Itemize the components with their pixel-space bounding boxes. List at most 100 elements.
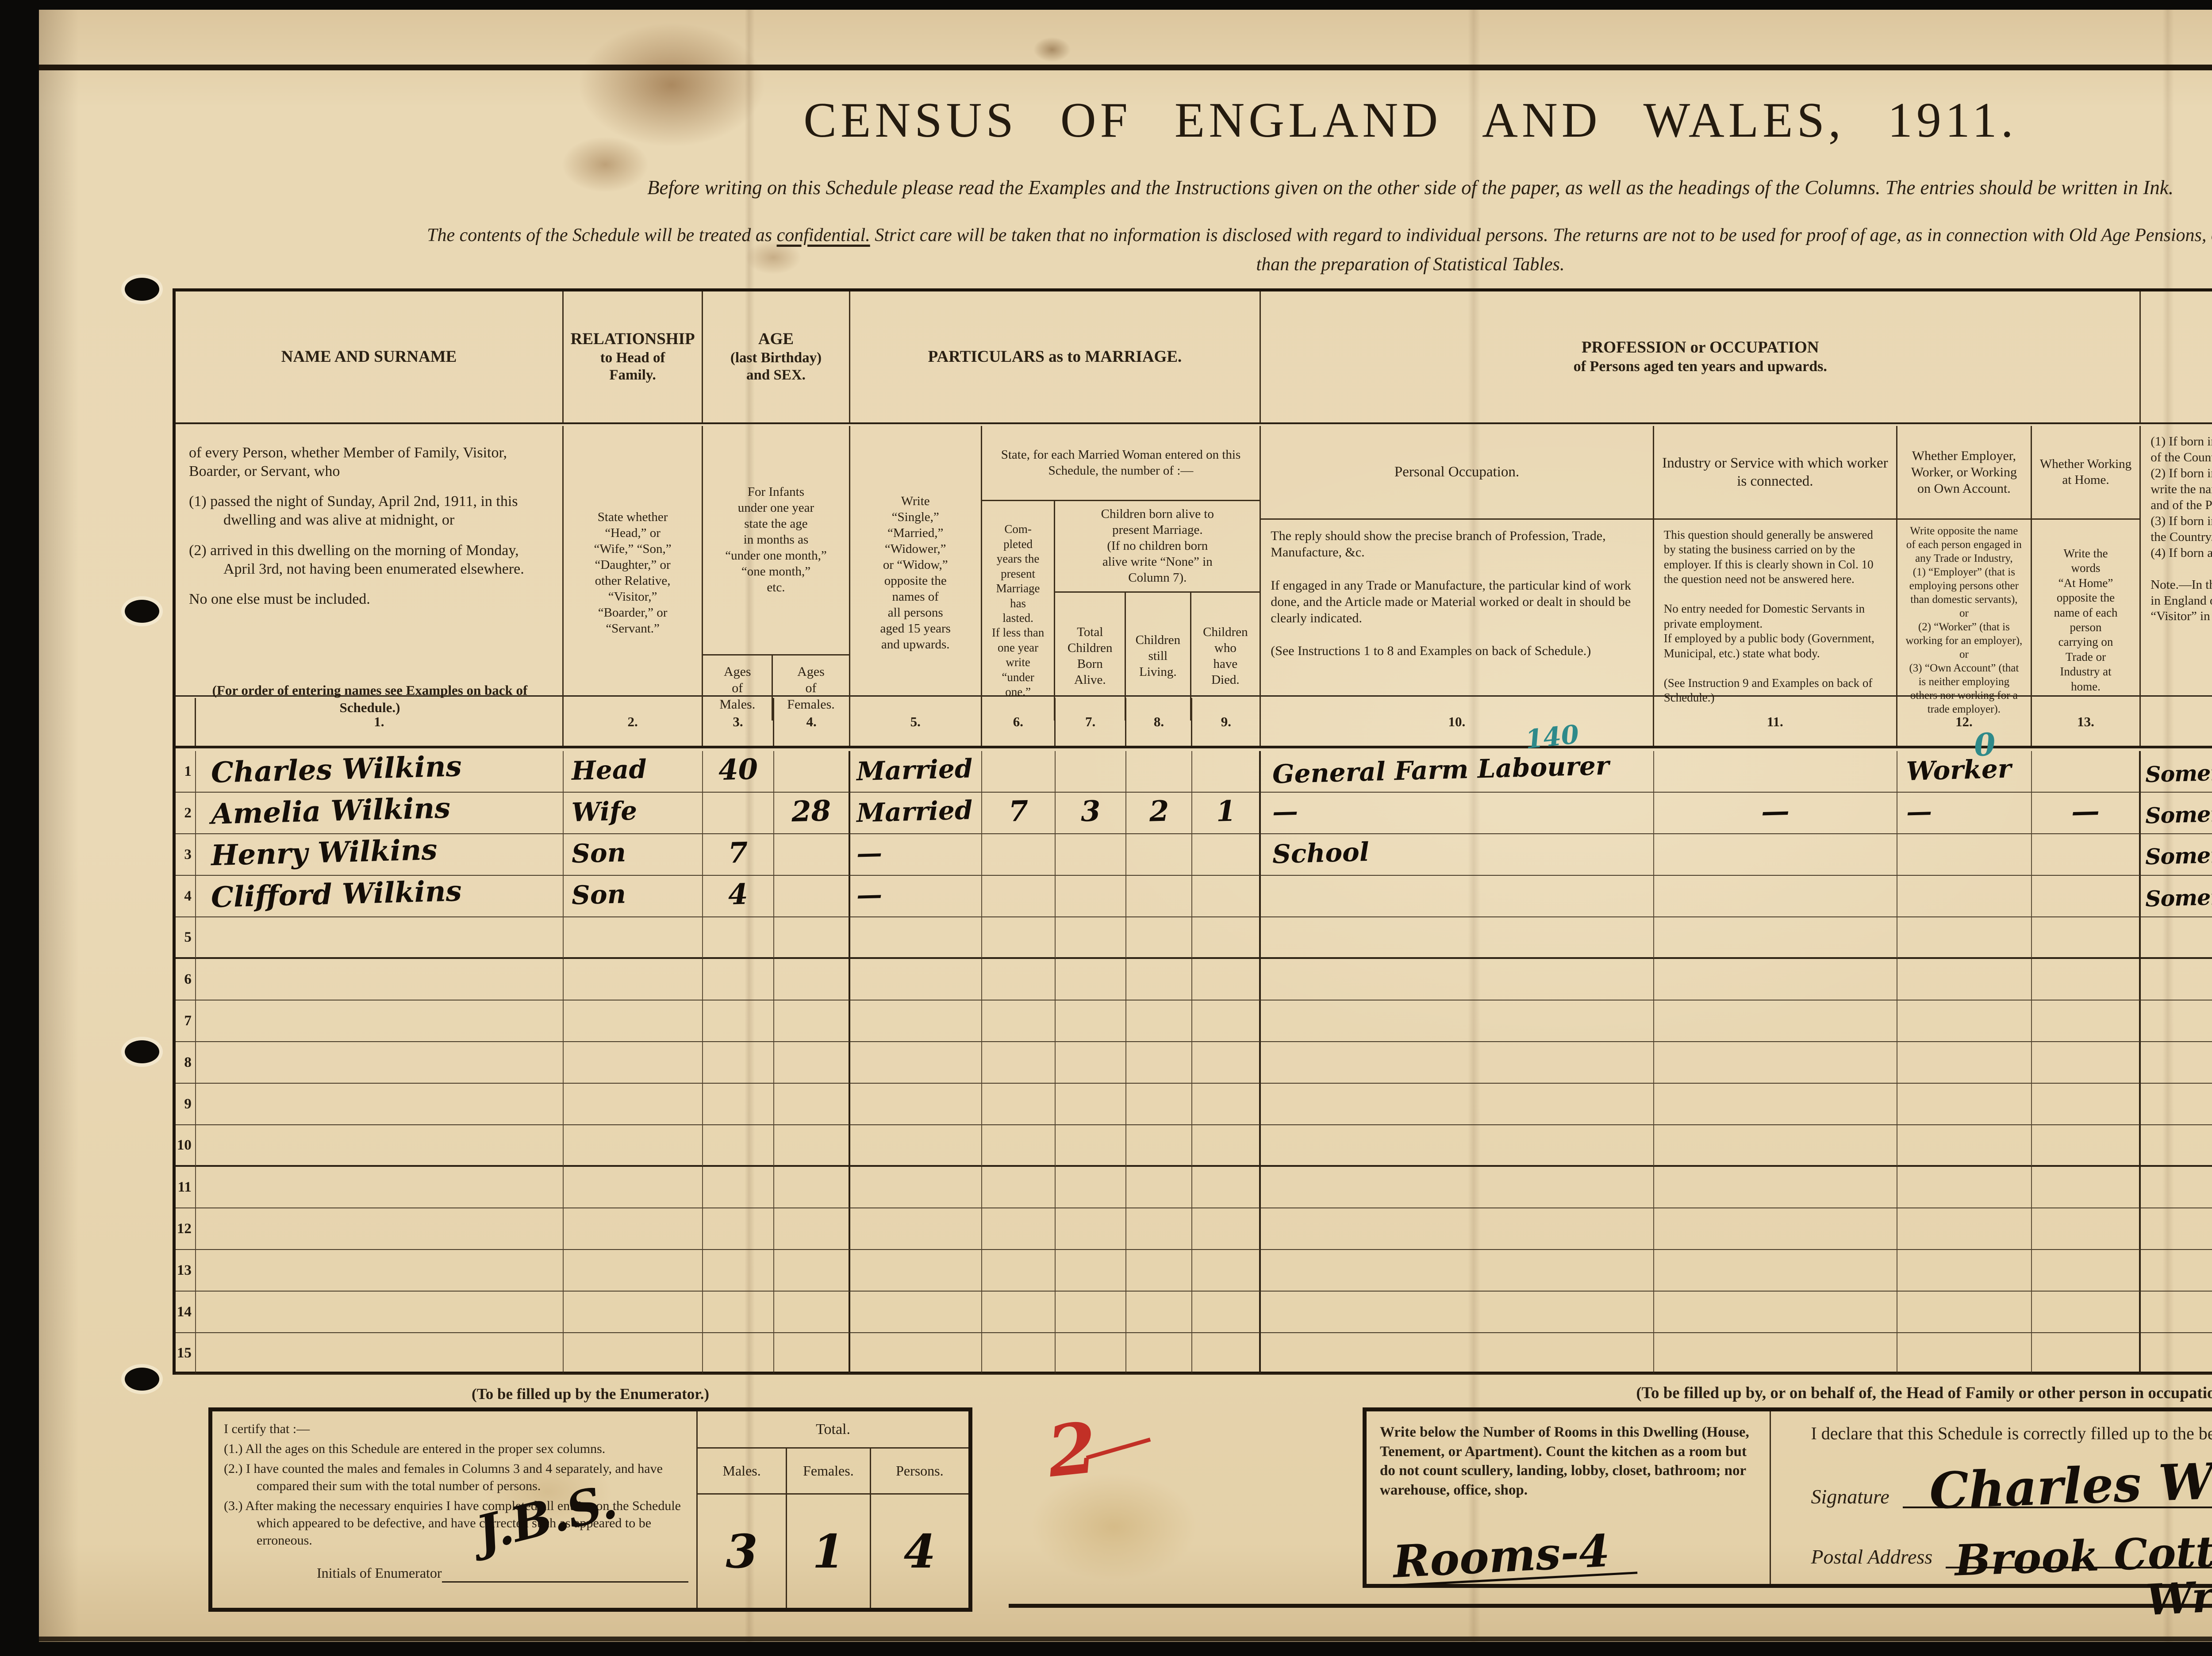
- cell-working-at-home[interactable]: [2032, 1292, 2141, 1333]
- cell-children-born[interactable]: [1055, 1333, 1127, 1375]
- cell-working-at-home[interactable]: [2032, 1125, 2141, 1167]
- cell-age-males[interactable]: [703, 1042, 774, 1084]
- cell-personal-occupation[interactable]: [1261, 876, 1654, 917]
- cell-industry[interactable]: [1654, 1125, 1897, 1167]
- cell-birthplace[interactable]: [2141, 1042, 2212, 1084]
- cell-industry[interactable]: [1654, 876, 1897, 917]
- cell-industry[interactable]: [1654, 1208, 1897, 1250]
- cell-age-males[interactable]: [703, 1292, 774, 1333]
- cell-personal-occupation[interactable]: —: [1261, 793, 1654, 834]
- cell-children-died[interactable]: [1192, 917, 1261, 959]
- cell-children-born[interactable]: [1055, 751, 1127, 793]
- cell-birthplace[interactable]: [2141, 1167, 2212, 1208]
- cell-marriage-years[interactable]: [982, 1000, 1056, 1042]
- cell-marriage-years[interactable]: [982, 1125, 1056, 1167]
- cell-age-males[interactable]: [703, 1250, 774, 1292]
- cell-employer-status[interactable]: —: [1897, 793, 2032, 834]
- cell-working-at-home[interactable]: [2032, 1208, 2141, 1250]
- cell-birthplace[interactable]: [2141, 917, 2212, 959]
- cell-children-died[interactable]: [1192, 1292, 1261, 1333]
- cell-name-surname[interactable]: [196, 1250, 564, 1292]
- cell-marriage-status[interactable]: [850, 917, 982, 959]
- cell-working-at-home[interactable]: [2032, 876, 2141, 917]
- signature-value[interactable]: Charles Wilkins: [1928, 1447, 2212, 1521]
- cell-marriage-status[interactable]: [850, 1167, 982, 1208]
- cell-personal-occupation[interactable]: [1261, 1167, 1654, 1208]
- cell-employer-status[interactable]: [1897, 1250, 2032, 1292]
- cell-birthplace[interactable]: [2141, 1250, 2212, 1292]
- cell-employer-status[interactable]: Worker: [1897, 751, 2032, 793]
- postal-address-line[interactable]: Brook Cottages Cowslip Green: [1946, 1510, 2212, 1586]
- cell-marriage-years[interactable]: [982, 1042, 1056, 1084]
- cell-children-died[interactable]: [1192, 834, 1261, 876]
- cell-industry[interactable]: [1654, 1042, 1897, 1084]
- cell-employer-status[interactable]: [1897, 876, 2032, 917]
- cell-relationship[interactable]: Head: [563, 751, 703, 793]
- cell-personal-occupation[interactable]: [1261, 917, 1654, 959]
- cell-name-surname[interactable]: [196, 1167, 564, 1208]
- cell-age-males[interactable]: 7: [703, 834, 774, 876]
- cell-industry[interactable]: [1654, 1084, 1897, 1125]
- cell-name-surname[interactable]: [196, 959, 564, 1000]
- cell-marriage-years[interactable]: [982, 876, 1056, 917]
- cell-marriage-status[interactable]: [850, 1042, 982, 1084]
- cell-children-living[interactable]: [1126, 834, 1193, 876]
- males-total[interactable]: 3: [698, 1495, 787, 1608]
- cell-personal-occupation[interactable]: [1261, 1042, 1654, 1084]
- cell-children-born[interactable]: [1055, 1125, 1127, 1167]
- signature-line[interactable]: Charles Wilkins: [1902, 1447, 2212, 1520]
- cell-industry[interactable]: [1654, 1000, 1897, 1042]
- cell-marriage-status[interactable]: [850, 1000, 982, 1042]
- cell-marriage-years[interactable]: [982, 917, 1056, 959]
- cell-working-at-home[interactable]: [2032, 751, 2141, 793]
- cell-birthplace[interactable]: Somerset Downside Wrington: [2141, 751, 2212, 793]
- cell-working-at-home[interactable]: [2032, 1250, 2141, 1292]
- cell-age-males[interactable]: [703, 1208, 774, 1250]
- cell-age-females[interactable]: [774, 1125, 850, 1167]
- cell-age-males[interactable]: [703, 1167, 774, 1208]
- cell-relationship[interactable]: Son: [563, 834, 703, 876]
- cell-birthplace[interactable]: [2141, 1292, 2212, 1333]
- cell-children-born[interactable]: [1055, 1250, 1127, 1292]
- cell-children-born[interactable]: 3: [1055, 793, 1127, 834]
- cell-employer-status[interactable]: [1897, 1208, 2032, 1250]
- cell-working-at-home[interactable]: [2032, 1042, 2141, 1084]
- cell-age-males[interactable]: 40: [703, 751, 774, 793]
- cell-age-females[interactable]: [774, 959, 850, 1000]
- cell-age-females[interactable]: [774, 1292, 850, 1333]
- cell-age-females[interactable]: 28: [774, 793, 850, 834]
- cell-children-born[interactable]: [1055, 834, 1127, 876]
- cell-children-born[interactable]: [1055, 1208, 1127, 1250]
- cell-personal-occupation[interactable]: General Farm Labourer: [1261, 751, 1654, 793]
- cell-marriage-status[interactable]: [850, 1084, 982, 1125]
- cell-marriage-years[interactable]: [982, 959, 1056, 1000]
- cell-children-died[interactable]: [1192, 1000, 1261, 1042]
- cell-personal-occupation[interactable]: [1261, 1125, 1654, 1167]
- cell-children-died[interactable]: [1192, 1084, 1261, 1125]
- cell-employer-status[interactable]: [1897, 1084, 2032, 1125]
- cell-name-surname[interactable]: [196, 1292, 564, 1333]
- cell-age-males[interactable]: [703, 1084, 774, 1125]
- cell-children-died[interactable]: [1192, 1250, 1261, 1292]
- cell-marriage-years[interactable]: [982, 751, 1056, 793]
- cell-children-born[interactable]: [1055, 917, 1127, 959]
- cell-children-born[interactable]: [1055, 1292, 1127, 1333]
- cell-working-at-home[interactable]: [2032, 1000, 2141, 1042]
- cell-industry[interactable]: [1654, 1333, 1897, 1375]
- cell-children-living[interactable]: [1126, 1250, 1193, 1292]
- cell-children-living[interactable]: [1126, 876, 1193, 917]
- cell-children-born[interactable]: [1055, 1167, 1127, 1208]
- cell-relationship[interactable]: [563, 1208, 703, 1250]
- cell-relationship[interactable]: Wife: [563, 793, 703, 834]
- cell-age-males[interactable]: [703, 1000, 774, 1042]
- cell-personal-occupation[interactable]: [1261, 1208, 1654, 1250]
- cell-industry[interactable]: [1654, 959, 1897, 1000]
- cell-marriage-status[interactable]: [850, 1250, 982, 1292]
- cell-age-females[interactable]: [774, 1084, 850, 1125]
- cell-age-females[interactable]: [774, 1250, 850, 1292]
- cell-personal-occupation[interactable]: [1261, 1250, 1654, 1292]
- females-total[interactable]: 1: [787, 1495, 871, 1608]
- cell-birthplace[interactable]: [2141, 1000, 2212, 1042]
- cell-birthplace[interactable]: [2141, 1125, 2212, 1167]
- cell-children-living[interactable]: [1126, 1292, 1193, 1333]
